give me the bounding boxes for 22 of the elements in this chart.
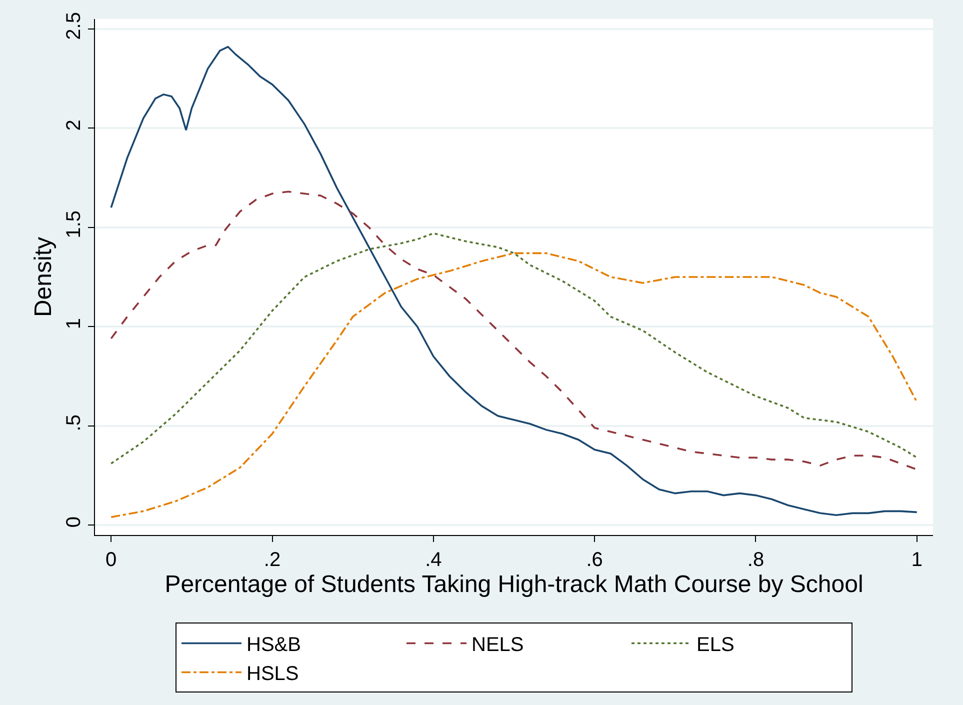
x-tick-label: .8	[747, 549, 764, 571]
y-tick-label: 1	[63, 318, 85, 330]
legend-label: HSLS	[246, 663, 299, 686]
y-tick-label: 2	[63, 120, 85, 131]
line-series	[110, 190, 918, 470]
y-tick-label: 0	[63, 516, 85, 528]
line-series	[110, 46, 918, 516]
y-tick-label: 1.5	[63, 210, 85, 238]
x-tick-label: .4	[425, 549, 442, 571]
x-tick-label: .2	[264, 549, 281, 571]
y-axis-title: Density	[30, 236, 58, 318]
x-tick-label: 0	[106, 549, 117, 571]
x-tick-label: 1	[911, 549, 922, 571]
y-tick-label: .5	[63, 414, 85, 432]
line-series	[110, 252, 918, 518]
y-tick-label: 2.5	[63, 12, 85, 40]
line-series	[110, 232, 918, 464]
x-tick-label: .6	[586, 549, 603, 571]
legend-label: ELS	[696, 634, 734, 656]
legend-label: NELS	[472, 634, 524, 656]
x-axis-title: Percentage of Students Taking High-track Math Course by School	[164, 571, 864, 598]
legend-label: HS&B	[246, 634, 301, 656]
